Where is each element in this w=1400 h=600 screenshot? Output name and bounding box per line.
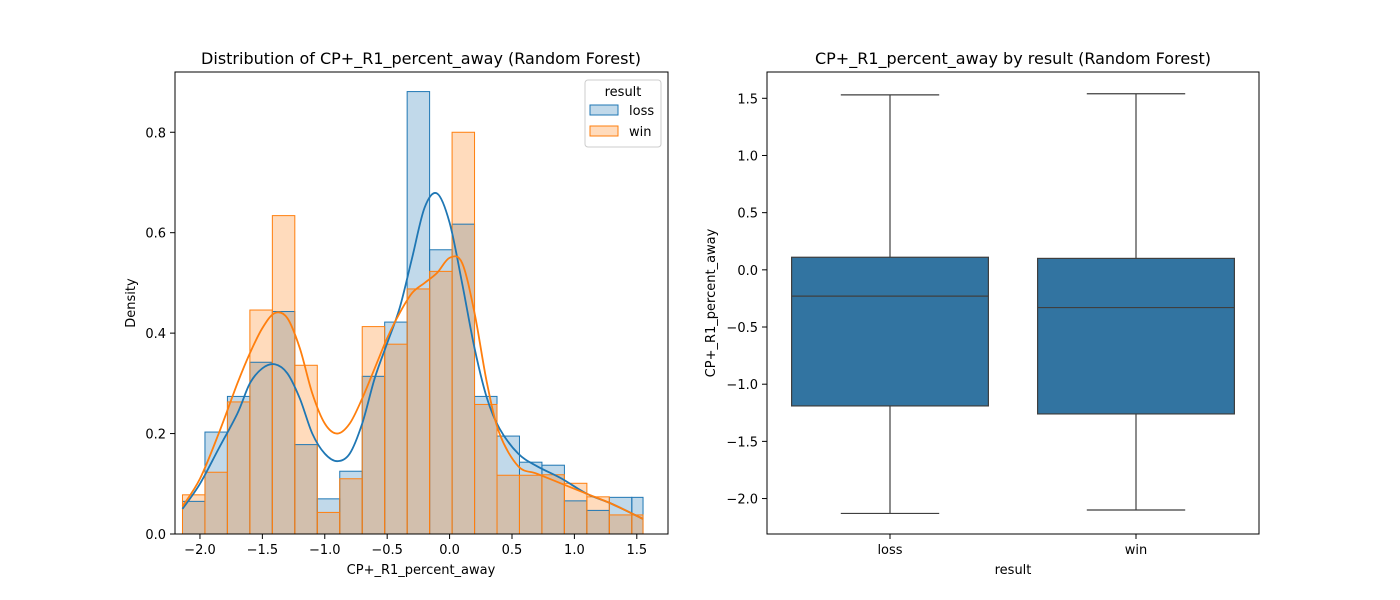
- histogram-legend: result loss win: [584, 79, 662, 148]
- histogram-title: Distribution of CP+_R1_percent_away (Ran…: [201, 49, 641, 69]
- boxplot-y-tick-label: 1.5: [737, 92, 758, 107]
- boxplot-y-tick-label: 1.0: [737, 149, 758, 164]
- histogram-x-tick-label: −2.0: [184, 543, 216, 558]
- histogram-y-axis-label: Density: [124, 278, 139, 328]
- boxplot-y-tick-label: −2.0: [726, 493, 758, 508]
- kde-line-win: [181, 255, 644, 520]
- legend-label-loss: loss: [629, 104, 654, 119]
- histogram-y-tick-label: 0.2: [145, 428, 166, 443]
- histogram-x-tick-label: 1.5: [626, 543, 647, 558]
- box-iqr: [1036, 257, 1235, 415]
- boxplot-y-tick-label: −1.5: [726, 435, 758, 450]
- legend-frame: [584, 79, 662, 148]
- histogram-x-tick-label: −1.0: [309, 543, 341, 558]
- box-win: [1036, 93, 1235, 511]
- histogram-y-tick-label: 0.4: [145, 327, 166, 342]
- legend-title: result: [605, 85, 642, 100]
- histogram-y-tick-label: 0.6: [145, 227, 166, 242]
- histogram-frame: [174, 71, 669, 535]
- boxplot-x-tick-label: win: [1125, 543, 1147, 558]
- kde-line-loss: [181, 192, 644, 520]
- histogram-area-win: [182, 132, 644, 534]
- boxplot-y-tick-label: −1.0: [726, 378, 758, 393]
- boxplot-y-tick-label: 0.0: [737, 264, 758, 279]
- histogram-x-tick-label: 0.5: [502, 543, 523, 558]
- box-loss: [790, 94, 989, 515]
- histogram-ticks: −2.0 −1.5 −1.0 −0.5 0.0 0.5 1.0 1.5 0.0 0.2 0.4 0.6…: [145, 126, 647, 558]
- boxplot-x-tick-label: loss: [877, 543, 902, 558]
- boxplot-y-tick-label: −0.5: [726, 321, 758, 336]
- boxplot-y-axis-label: CP+_R1_percent_away: [704, 228, 719, 377]
- boxplot-frame: [766, 71, 1260, 535]
- box-iqr: [790, 256, 989, 407]
- legend-swatch-loss: [589, 104, 619, 116]
- histogram-x-tick-label: 1.0: [564, 543, 585, 558]
- boxplot-x-axis-label: result: [995, 563, 1032, 578]
- histogram-kde-lines: [181, 192, 644, 520]
- boxplot-boxes: [790, 93, 1235, 515]
- boxplot-panel: CP+_R1_percent_away by result (Random Fo…: [704, 49, 1260, 578]
- legend-swatch-win: [589, 125, 619, 137]
- histogram-x-tick-label: 0.0: [439, 543, 460, 558]
- histogram-y-tick-label: 0.0: [145, 528, 166, 543]
- boxplot-y-tick-label: 0.5: [737, 207, 758, 222]
- histogram-x-axis-label: CP+_R1_percent_away: [347, 563, 496, 578]
- legend-label-win: win: [629, 125, 651, 140]
- histogram-x-tick-label: −1.5: [247, 543, 279, 558]
- histogram-x-tick-label: −0.5: [371, 543, 403, 558]
- boxplot-title: CP+_R1_percent_away by result (Random Fo…: [815, 49, 1211, 69]
- histogram-area-loss: [182, 91, 644, 535]
- histogram-panel: Distribution of CP+_R1_percent_away (Ran…: [124, 49, 669, 578]
- boxplot-ticks: −2.0 −1.5 −1.0 −0.5 0.0 0.5 1.0 1.5 loss win: [726, 92, 1147, 558]
- histogram-bars: [181, 91, 644, 535]
- histogram-y-tick-label: 0.8: [145, 126, 166, 141]
